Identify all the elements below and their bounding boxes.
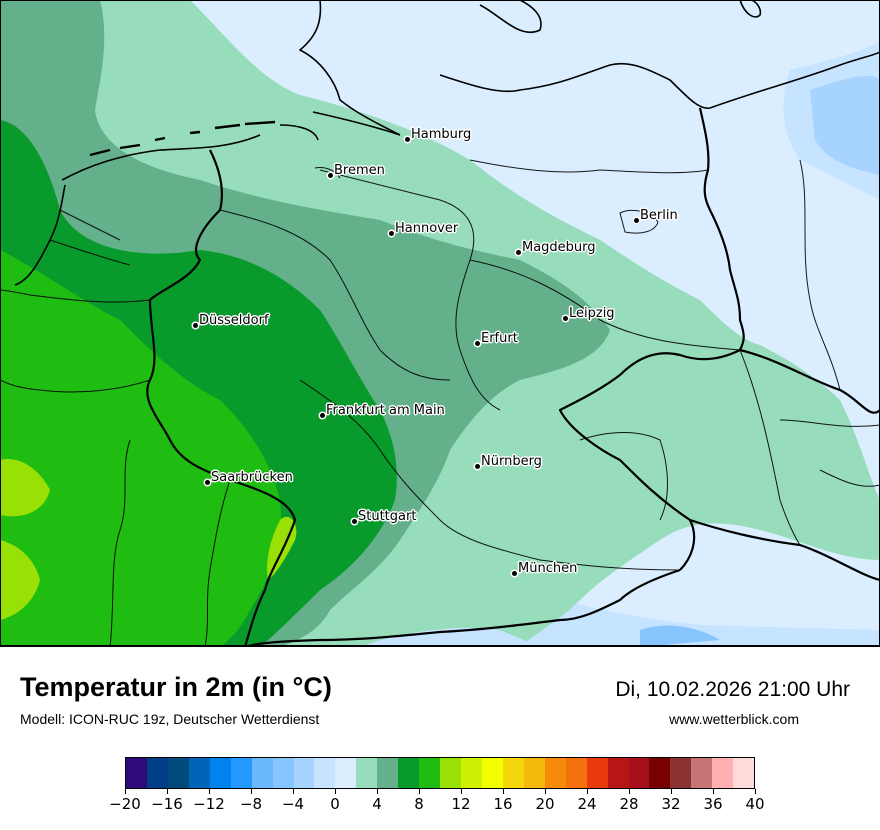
temperature-colorbar — [125, 757, 755, 789]
city-dot — [475, 464, 480, 469]
colorbar-tick — [754, 789, 756, 794]
valid-datetime: Di, 10.02.2026 21:00 Uhr — [615, 678, 850, 701]
city-dot — [634, 218, 639, 223]
colorbar-bin — [167, 758, 189, 788]
model-source: Modell: ICON-RUC 19z, Deutscher Wetterdi… — [20, 711, 320, 727]
map-title: Temperatur in 2m (in °C) — [20, 672, 332, 702]
city-dot — [563, 316, 568, 321]
city-dot — [193, 323, 198, 328]
colorbar-bin — [272, 758, 294, 788]
colorbar-tick-label: 8 — [414, 795, 424, 813]
colorbar-tick-label: 20 — [535, 795, 555, 813]
colorbar-bin — [230, 758, 252, 788]
city-label-leipzig: Leipzig — [563, 306, 615, 321]
city-label-stuttgart: Stuttgart — [352, 509, 416, 524]
city-label-saarbruecken: Saarbrücken — [205, 470, 293, 485]
colorbar-tick — [544, 789, 546, 794]
city-dot — [516, 250, 521, 255]
colorbar-bin — [712, 758, 734, 788]
map-field — [0, 0, 880, 645]
colorbar-bin — [398, 758, 420, 788]
colorbar-bin — [209, 758, 231, 788]
colorbar-tick-label: 4 — [372, 795, 382, 813]
city-dot — [405, 137, 410, 142]
colorbar-tick — [166, 789, 168, 794]
colorbar-bin — [523, 758, 545, 788]
colorbar-bin — [461, 758, 482, 788]
city-label-bremen: Bremen — [328, 163, 385, 178]
colorbar-tick-label: 32 — [661, 795, 681, 813]
colorbar-tick — [376, 789, 378, 794]
city-dot — [205, 480, 210, 485]
colorbar-bin — [251, 758, 273, 788]
colorbar-tick — [250, 789, 252, 794]
colorbar-tick — [418, 789, 420, 794]
colorbar-tick-label: 12 — [451, 795, 471, 813]
colorbar-tick — [460, 789, 462, 794]
colorbar-tick-label: −20 — [109, 795, 141, 813]
city-label-frankfurt: Frankfurt am Main — [320, 403, 445, 418]
colorbar-tick-label: −16 — [151, 795, 183, 813]
city-label-nuernberg: Nürnberg — [475, 454, 542, 469]
colorbar-bin — [733, 758, 755, 788]
colorbar-tick-label: 36 — [703, 795, 723, 813]
colorbar-tick — [586, 789, 588, 794]
colorbar-bin — [419, 758, 441, 788]
colorbar-tick — [502, 789, 504, 794]
colorbar-bin — [481, 758, 503, 788]
city-dot — [389, 231, 394, 236]
city-label-erfurt: Erfurt — [475, 331, 518, 346]
colorbar-tick-label: 0 — [330, 795, 340, 813]
colorbar-tick — [628, 789, 630, 794]
website-link[interactable]: www.wetterblick.com — [669, 711, 799, 727]
colorbar-tick — [712, 789, 714, 794]
city-label-berlin: Berlin — [634, 208, 678, 223]
city-label-duesseldorf: Düsseldorf — [193, 313, 269, 328]
colorbar-bin — [649, 758, 671, 788]
colorbar-bin — [502, 758, 524, 788]
colorbar-tick-label: 16 — [493, 795, 513, 813]
city-dot — [352, 519, 357, 524]
colorbar-tick-label: −4 — [281, 795, 305, 813]
colorbar-bin — [440, 758, 461, 788]
city-dot — [328, 173, 333, 178]
city-label-magdeburg: Magdeburg — [516, 240, 596, 255]
colorbar-bin — [188, 758, 210, 788]
colorbar-bin — [628, 758, 650, 788]
colorbar-bin — [356, 758, 378, 788]
colorbar-tick — [670, 789, 672, 794]
colorbar-tick-label: 40 — [745, 795, 765, 813]
colorbar-bin — [377, 758, 399, 788]
colorbar-bin — [586, 758, 608, 788]
colorbar-tick — [124, 789, 126, 794]
colorbar-bin — [146, 758, 168, 788]
colorbar-ticks: −20 −16 −12 −8 −4 0 4 8 12 16 20 24 28 32 36 40 — [109, 789, 765, 819]
colorbar-tick — [292, 789, 294, 794]
colorbar-bin — [293, 758, 315, 788]
city-dot — [475, 341, 480, 346]
city-label-hamburg: Hamburg — [405, 127, 471, 142]
colorbar-bin — [691, 758, 713, 788]
city-label-muenchen: München — [512, 561, 577, 576]
colorbar-tick-label: −8 — [239, 795, 263, 813]
colorbar-bin — [335, 758, 357, 788]
colorbar-bin — [314, 758, 336, 788]
colorbar-tick-label: 24 — [577, 795, 597, 813]
colorbar-bin — [670, 758, 692, 788]
colorbar-bin — [565, 758, 587, 788]
colorbar-bin — [607, 758, 629, 788]
colorbar-bin — [126, 758, 147, 788]
colorbar-tick-label: −12 — [193, 795, 225, 813]
city-dot — [320, 413, 325, 418]
city-label-hannover: Hannover — [389, 221, 458, 236]
temperature-map: Hamburg Bremen Berlin Hannover Magdeburg… — [0, 0, 880, 647]
colorbar-tick-label: 28 — [619, 795, 639, 813]
colorbar-tick — [334, 789, 336, 794]
colorbar-tick — [208, 789, 210, 794]
colorbar-bin — [544, 758, 566, 788]
city-dot — [512, 571, 517, 576]
